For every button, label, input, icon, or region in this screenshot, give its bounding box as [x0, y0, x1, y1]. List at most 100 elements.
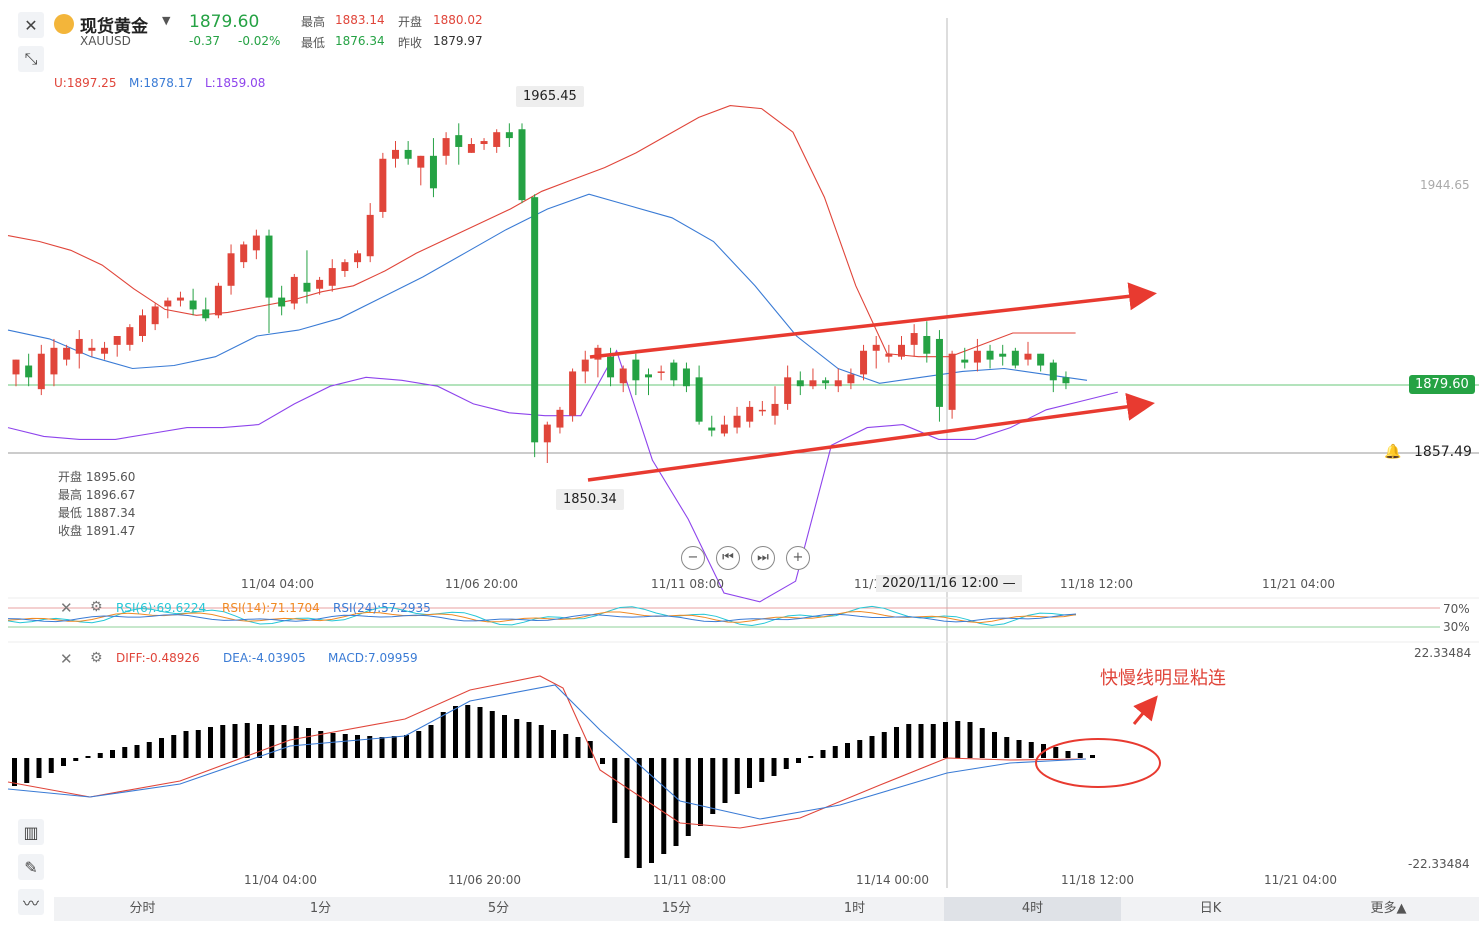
candle-body	[63, 347, 71, 360]
chevron-down-icon[interactable]: ▼	[162, 14, 171, 27]
macd-histogram-bar	[685, 758, 691, 836]
zoom-out-button[interactable]: −	[681, 546, 705, 570]
rsi24-legend: RSI(24):57.2935	[333, 601, 431, 615]
macd-histogram-bar	[122, 747, 128, 758]
macd-time-tick: 11/04 04:00	[244, 873, 317, 887]
bollinger-bands	[7, 105, 1118, 603]
macd-histogram-bar	[159, 738, 164, 758]
period-tab[interactable]: 日K	[1199, 901, 1222, 916]
close-icon[interactable]: ✕	[60, 650, 73, 668]
lower-trend-arrow	[587, 392, 1155, 482]
period-tab-active[interactable]: 4时	[944, 897, 1121, 921]
macd-histogram-bar	[502, 715, 507, 758]
candle-body	[12, 359, 20, 375]
candle-body	[252, 235, 260, 251]
macd-histogram-bar	[783, 758, 789, 769]
macd-dea-line	[7, 684, 1087, 820]
candle-body	[619, 368, 627, 384]
macd-histogram-bar	[24, 758, 30, 783]
candle-body	[392, 149, 399, 159]
highlight-ellipse	[1035, 738, 1161, 788]
macd-histogram-bar	[930, 724, 936, 758]
macd-histogram-bar	[1053, 747, 1059, 758]
macd-histogram-bar	[330, 733, 336, 758]
period-tab[interactable]: 15分	[661, 901, 692, 916]
macd-histogram-bar	[1028, 742, 1034, 758]
scroll-end-button[interactable]: ⏭	[751, 546, 775, 570]
candle-body	[1049, 362, 1057, 381]
alert-price: 1857.49	[1414, 444, 1472, 460]
candle-body	[758, 409, 766, 412]
candle-body	[733, 415, 741, 428]
candle-body	[354, 253, 362, 263]
candle-body	[25, 365, 33, 378]
zoom-in-button[interactable]: +	[786, 546, 810, 570]
macd-diff-legend: DIFF:-0.48926	[116, 651, 200, 665]
period-tab[interactable]: 1时	[843, 901, 866, 916]
scroll-start-button[interactable]: ⏮	[716, 546, 740, 570]
more-button[interactable]: 更多▲	[1370, 901, 1407, 916]
collapse-icon[interactable]: ⤡	[18, 46, 44, 72]
candle-body	[379, 158, 387, 212]
gear-icon[interactable]: ⚙	[90, 650, 103, 666]
candle-body	[1062, 377, 1070, 384]
macd-histogram-bar	[624, 758, 630, 858]
macd-time-tick: 11/14 00:00	[856, 873, 929, 887]
candle-body	[847, 374, 855, 384]
candlestick-icon[interactable]: ▥	[18, 819, 44, 845]
macd-axis-top: 22.33484	[1414, 646, 1472, 660]
candle-body	[151, 306, 159, 325]
period-tab[interactable]: 1分	[309, 901, 332, 916]
time-tick: 11/11 08:00	[651, 577, 724, 591]
candle-body	[657, 371, 665, 373]
candle-body	[784, 377, 792, 404]
upper-trend-arrow	[589, 282, 1157, 359]
indicator-icon[interactable]: 〰	[18, 889, 44, 915]
macd-histogram-bar	[367, 736, 373, 758]
candle-body	[682, 368, 690, 387]
pencil-icon[interactable]: ✎	[18, 854, 44, 880]
gear-icon[interactable]: ⚙	[90, 599, 103, 615]
candle-body	[1037, 353, 1045, 366]
candle-body	[531, 197, 539, 443]
trough-price-tag: 1850.34	[556, 489, 624, 510]
macd-histogram-bar	[538, 725, 544, 758]
candle-body	[37, 353, 45, 390]
candle-body	[771, 403, 779, 416]
macd-histogram-bar	[1090, 755, 1095, 758]
candle-body	[429, 155, 437, 189]
macd-histogram-bar	[943, 722, 948, 758]
macd-histogram-bar	[832, 746, 838, 758]
candle-body	[746, 406, 754, 422]
boll-mid-legend: M:1878.17	[129, 76, 194, 90]
period-tab[interactable]: 5分	[487, 901, 510, 916]
candle-body	[645, 374, 652, 378]
macd-histogram-bar	[894, 727, 899, 758]
instrument-name[interactable]: 现货黄金	[80, 17, 148, 37]
candle-body	[720, 424, 728, 434]
close-icon[interactable]: ✕	[60, 599, 73, 617]
candle-body	[126, 327, 134, 345]
candle-body	[113, 335, 121, 345]
close-icon[interactable]: ✕	[18, 12, 44, 38]
macd-histogram-bar	[967, 722, 973, 758]
macd-histogram-bar	[869, 736, 875, 758]
macd-histogram-bar	[747, 758, 752, 788]
candle-body	[632, 359, 640, 381]
candle-body	[455, 135, 463, 147]
candle-body	[999, 353, 1007, 357]
macd-histogram-bar	[551, 730, 556, 758]
macd-histogram-bar	[710, 758, 716, 814]
macd-histogram-bar	[649, 758, 654, 863]
annotation-arrow	[1132, 695, 1158, 725]
macd-histogram-bar	[379, 737, 385, 758]
macd-histogram-bar	[673, 758, 679, 846]
time-tick: 11/06 20:00	[445, 577, 518, 591]
rsi24-line	[7, 613, 1077, 623]
bell-icon[interactable]: 🔔	[1384, 444, 1402, 460]
macd-histogram-bar	[318, 731, 324, 758]
period-tab[interactable]: 分时	[129, 901, 156, 916]
macd-histogram-bar	[171, 735, 177, 758]
macd-histogram-bar	[808, 756, 814, 758]
macd-histogram-bar	[906, 724, 912, 758]
